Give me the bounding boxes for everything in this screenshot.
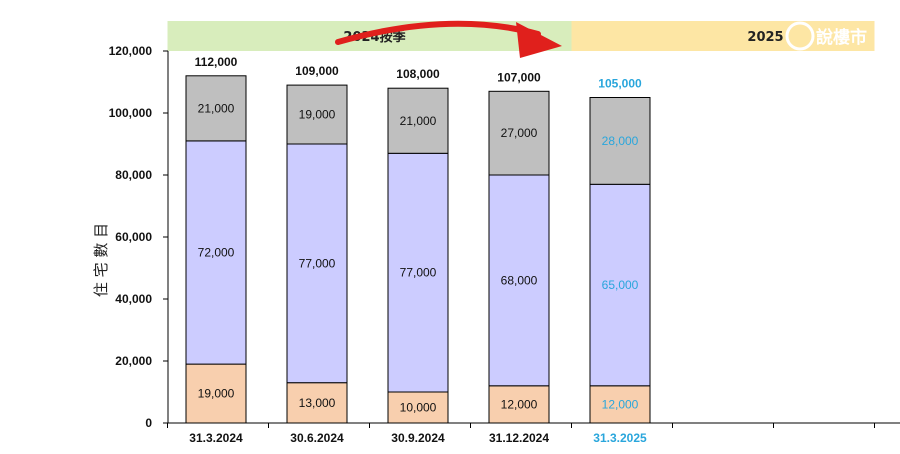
bar-segment xyxy=(488,174,550,387)
total-label: 112,000 xyxy=(195,55,238,69)
segment-label: 65,000 xyxy=(602,278,639,292)
category-label: 31.3.2024 xyxy=(189,431,243,445)
total-label: 109,000 xyxy=(295,64,339,78)
bar-segment xyxy=(286,143,348,384)
segment-label: 28,000 xyxy=(602,134,639,148)
bar-segment xyxy=(589,183,651,387)
data-labels: 19,000 72,000 21,000 112,000 31.3.2024 13,000… xyxy=(189,55,647,445)
bars xyxy=(185,75,651,424)
category-label: 30.9.2024 xyxy=(391,431,445,445)
segment-label: 27,000 xyxy=(501,126,538,140)
bar-segment xyxy=(488,385,550,424)
bar-segment xyxy=(589,97,651,185)
total-label: 107,000 xyxy=(497,70,541,84)
watermark-logo xyxy=(785,21,815,51)
segment-label: 12,000 xyxy=(501,397,538,411)
arrow-head xyxy=(516,22,562,58)
segment-label: 77,000 xyxy=(400,266,437,280)
segment-label: 10,000 xyxy=(400,401,437,415)
total-label: 108,000 xyxy=(396,67,440,81)
bar-segment xyxy=(185,75,247,142)
segment-label: 21,000 xyxy=(400,114,437,128)
y-tick-label: 80,000 xyxy=(115,168,152,182)
bar-segment xyxy=(185,363,247,424)
y-tick-label: 0 xyxy=(145,416,152,430)
band-label-0: 2024按季 xyxy=(343,29,405,45)
watermark-ring xyxy=(785,21,815,51)
bar-segment xyxy=(286,382,348,424)
y-axis-label: 住 宅 數 目 xyxy=(92,223,110,297)
annotation-arrow xyxy=(335,20,562,58)
bar-segment xyxy=(488,90,550,176)
bar-segment xyxy=(387,152,449,393)
band-label-1: 2025 xyxy=(747,30,783,45)
segment-label: 13,000 xyxy=(299,396,336,410)
category-label: 31.12.2024 xyxy=(489,431,549,445)
total-label: 105,000 xyxy=(598,77,642,91)
band-1 xyxy=(571,21,875,51)
category-label: 31.3.2025 xyxy=(593,431,647,445)
segment-label: 21,000 xyxy=(198,101,235,115)
bar-segment xyxy=(387,391,449,424)
segment-label: 77,000 xyxy=(299,256,336,270)
segment-label: 19,000 xyxy=(299,108,336,122)
bar-segment xyxy=(387,87,449,154)
bar-segment xyxy=(286,84,348,145)
segment-label: 72,000 xyxy=(198,246,235,260)
arrow-shaft xyxy=(335,20,541,45)
y-tick-label: 100,000 xyxy=(109,106,153,120)
y-tick-label: 40,000 xyxy=(115,292,152,306)
y-tick-label: 60,000 xyxy=(115,230,152,244)
bar-segment xyxy=(589,385,651,424)
segment-label: 68,000 xyxy=(501,273,538,287)
watermark-text: 說樓市 xyxy=(816,27,867,48)
y-tick-label: 20,000 xyxy=(115,354,152,368)
segment-label: 12,000 xyxy=(602,397,639,411)
axes: 0 20,000 40,000 60,000 80,000 100,000 120,000 xyxy=(109,44,900,430)
segment-label: 19,000 xyxy=(198,387,235,401)
category-label: 30.6.2024 xyxy=(290,431,344,445)
y-tick-label: 120,000 xyxy=(109,44,153,58)
